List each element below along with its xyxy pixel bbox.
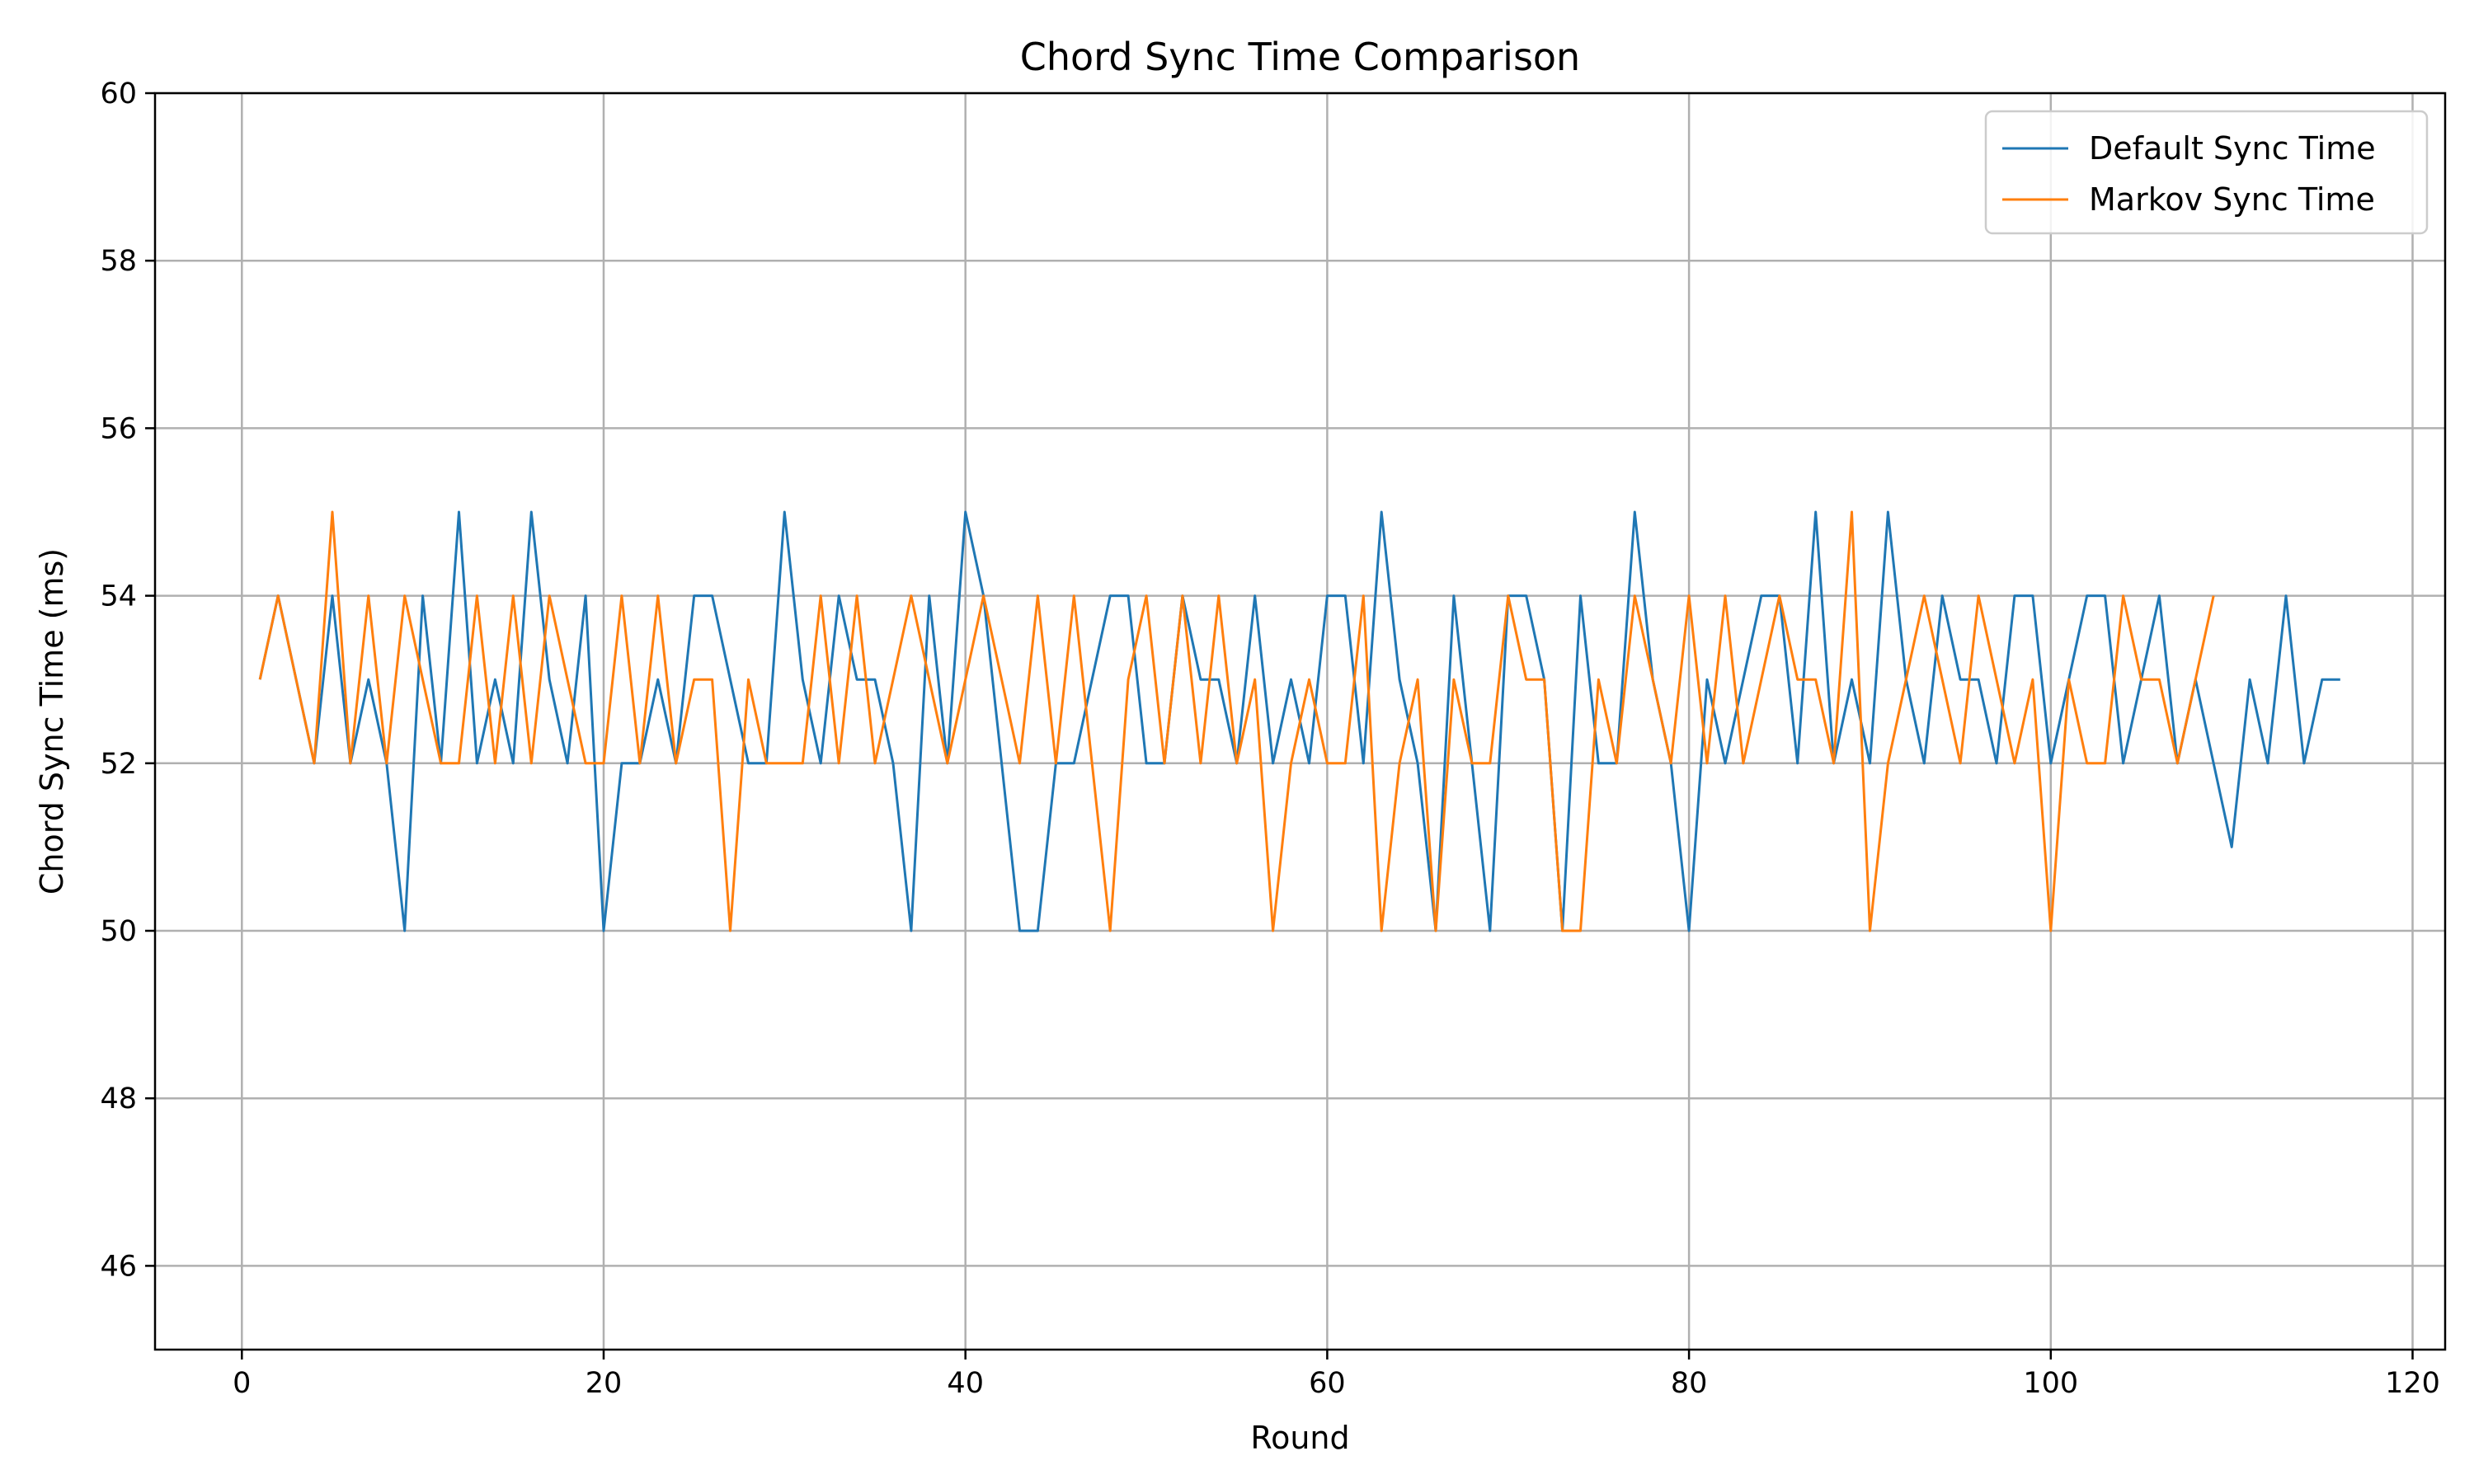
y-tick-label: 50 [100,915,137,948]
y-tick-label: 46 [100,1250,137,1283]
x-tick-label: 60 [1309,1367,1346,1400]
legend-label-2: Markov Sync Time [2089,181,2375,218]
x-axis-label: Round [1250,1420,1349,1456]
grid [155,92,2445,1350]
axis-ticks: 0 20 40 60 80 100 120 46 48 50 52 54 56 58 60 [100,77,2439,1400]
x-tick-label: 20 [586,1367,623,1400]
x-tick-label: 40 [947,1367,984,1400]
legend-label-1: Default Sync Time [2089,130,2376,167]
y-tick-label: 54 [100,580,137,613]
chart-title: Chord Sync Time Comparison [1020,35,1580,79]
y-axis-label: Chord Sync Time (ms) [34,548,70,895]
plot-frame [153,92,2447,1351]
x-tick-label: 80 [1671,1367,1708,1400]
y-tick-label: 48 [100,1082,137,1115]
x-tick-label: 0 [233,1367,251,1400]
x-tick-label: 120 [2385,1367,2440,1400]
y-tick-label: 56 [100,412,137,445]
y-tick-label: 52 [100,748,137,781]
series-line-2 [258,510,2215,932]
x-tick-label: 100 [2023,1367,2078,1400]
series-lines [258,510,2340,932]
y-tick-label: 58 [100,245,137,278]
legend-box [1984,110,2429,235]
legend: Default Sync Time Markov Sync Time [1984,110,2429,235]
y-tick-label: 60 [100,77,137,110]
